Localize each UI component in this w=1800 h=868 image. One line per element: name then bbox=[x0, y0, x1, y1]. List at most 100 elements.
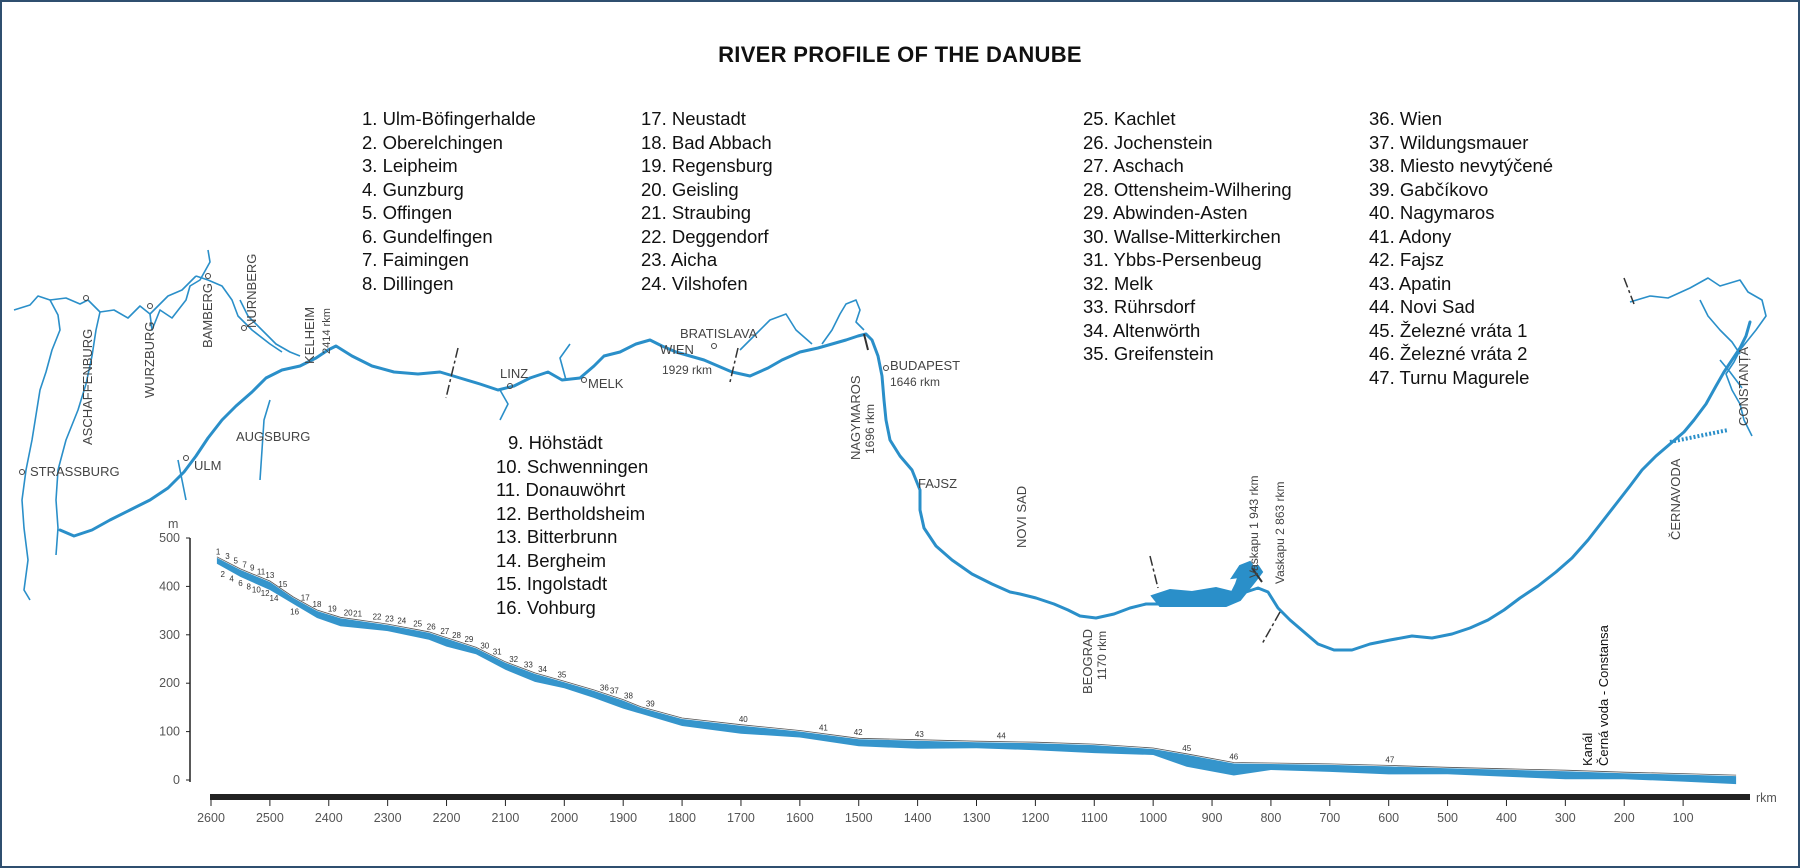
delta-channel-1 bbox=[1699, 299, 1741, 355]
dam-legend-item: 28. Ottensheim-Wilhering bbox=[1083, 178, 1292, 200]
dam-legend-item: 37. Wildungsmauer bbox=[1369, 131, 1529, 153]
dam-number-label: 16 bbox=[290, 608, 299, 617]
label-linz: LINZ bbox=[500, 366, 528, 381]
dam-number-label: 34 bbox=[538, 665, 547, 674]
dam-number-label: 25 bbox=[413, 620, 422, 629]
dam-number-label: 45 bbox=[1182, 744, 1191, 753]
dam-number-label: 9 bbox=[250, 564, 255, 573]
dam-legend-item: 10. Schwenningen bbox=[496, 455, 649, 477]
rhine-west-branch bbox=[49, 275, 197, 319]
label-nagymaros-rkm: 1696 rkm bbox=[863, 404, 877, 454]
city-marker bbox=[183, 455, 189, 461]
dam-legend-item: 11. Donauwöhrt bbox=[496, 479, 626, 500]
dam-number-label: 17 bbox=[301, 593, 310, 602]
city-marker bbox=[581, 377, 587, 383]
x-tick-label: 1800 bbox=[668, 811, 696, 825]
profile-area bbox=[216, 557, 1737, 785]
label-nagymaros: NAGYMAROS bbox=[848, 375, 863, 460]
dam-legend-item: 26. Jochenstein bbox=[1083, 131, 1213, 153]
x-tick-label: 1300 bbox=[963, 811, 991, 825]
vah-river bbox=[821, 299, 865, 345]
dam-number-label: 41 bbox=[819, 724, 828, 733]
x-tick-label: 100 bbox=[1673, 811, 1694, 825]
canal-label-1: Kanál bbox=[1580, 733, 1595, 766]
label-augsburg: AUGSBURG bbox=[236, 429, 310, 444]
label-kelheim-rkm: 2414 rkm bbox=[321, 308, 333, 354]
label-budapest-rkm: 1646 rkm bbox=[890, 375, 940, 389]
dam-number-label: 8 bbox=[246, 582, 251, 591]
x-tick-label: 1500 bbox=[845, 811, 873, 825]
map-boundary-mark bbox=[445, 347, 459, 399]
dam-legend-column-2: 17. Neustadt 18. Bad Abbach 19. Regensbu… bbox=[641, 107, 773, 295]
city-marker bbox=[19, 469, 25, 475]
dam-legend-item: 42. Fajsz bbox=[1369, 249, 1445, 270]
label-fajsz: FAJSZ bbox=[918, 476, 957, 491]
dam-number-label: 21 bbox=[353, 610, 362, 619]
map-boundary-mark bbox=[1251, 567, 1263, 583]
y-tick-label: 500 bbox=[159, 531, 180, 545]
dam-legend-item: 36. Wien bbox=[1369, 108, 1443, 129]
map-boundary-mark bbox=[1261, 611, 1281, 645]
dam-number-label: 43 bbox=[915, 730, 924, 739]
dam-number-label: 32 bbox=[509, 655, 518, 664]
y-tick-label: 200 bbox=[159, 676, 180, 690]
dam-number-label: 24 bbox=[397, 617, 406, 626]
dam-legend-item: 18. Bad Abbach bbox=[641, 131, 772, 153]
label-bratislava: BRATISLAVA bbox=[680, 326, 758, 341]
dam-legend-item: 46. Železné vráta 2 bbox=[1369, 343, 1528, 364]
dam-legend-item: 16. Vohburg bbox=[496, 596, 596, 618]
bamberg-river bbox=[195, 275, 283, 353]
dam-number-label: 42 bbox=[854, 728, 863, 737]
dam-legend-item: 35. Greifenstein bbox=[1083, 343, 1214, 364]
danube-map: STRASSBURG ASCHAFFENBURG WURZBURG BAMBER… bbox=[13, 249, 1767, 694]
dam-number-label: 27 bbox=[440, 627, 449, 636]
dam-number-label: 5 bbox=[234, 556, 239, 565]
dam-legend-item: 40. Nagymaros bbox=[1369, 202, 1495, 223]
x-tick-label: 2200 bbox=[433, 811, 461, 825]
profile-water-line bbox=[216, 556, 1737, 776]
main-upper bbox=[149, 249, 211, 331]
iron-gates-upper bbox=[1229, 560, 1256, 580]
label-melk: MELK bbox=[588, 376, 624, 391]
dam-legend-item: 33. Rührsdorf bbox=[1083, 296, 1196, 317]
label-wurzburg: WURZBURG bbox=[142, 321, 157, 398]
y-ticks: 0 100 200 300 400 500 bbox=[159, 531, 190, 787]
x-tick-label: 200 bbox=[1614, 811, 1635, 825]
canal-label-2: Černá voda - Constansa bbox=[1596, 624, 1611, 766]
dam-number-label: 37 bbox=[610, 687, 619, 696]
dam-legend-item: 7. Faimingen bbox=[362, 249, 469, 270]
dam-legend-column-1: 1. Ulm-Böfingerhalde 2. Oberelchingen 3.… bbox=[362, 107, 536, 295]
dam-number-label: 6 bbox=[238, 579, 243, 588]
x-tick-label: 2400 bbox=[315, 811, 343, 825]
dam-number-label: 19 bbox=[328, 605, 337, 614]
dam-legend-item: 1. Ulm-Böfingerhalde bbox=[362, 108, 536, 129]
dam-legend-item: 14. Bergheim bbox=[496, 549, 607, 571]
label-wien-rkm: 1929 rkm bbox=[662, 363, 712, 377]
map-boundary-mark bbox=[1149, 555, 1159, 589]
dam-number-label: 22 bbox=[373, 613, 382, 622]
label-wien: WIEN bbox=[660, 342, 694, 357]
label-vaskapu-2: Vaskapu 2 863 rkm bbox=[1273, 481, 1287, 584]
x-tick-label: 1700 bbox=[727, 811, 755, 825]
x-tick-label: 600 bbox=[1378, 811, 1399, 825]
dam-number-label: 29 bbox=[464, 635, 473, 644]
dam-number-label: 35 bbox=[557, 671, 566, 680]
dam-number-label: 33 bbox=[524, 660, 533, 669]
dam-number-label: 36 bbox=[600, 683, 609, 692]
dam-legend-item: 15. Ingolstadt bbox=[496, 573, 608, 594]
y-tick-label: 100 bbox=[159, 725, 180, 739]
x-tick-label: 500 bbox=[1437, 811, 1458, 825]
dam-number-label: 18 bbox=[313, 600, 322, 609]
x-tick-label: 1600 bbox=[786, 811, 814, 825]
dam-legend-item: 41. Adony bbox=[1369, 225, 1452, 247]
dam-number-label: 2 bbox=[221, 570, 226, 579]
x-tick-label: 2000 bbox=[550, 811, 578, 825]
dam-number-label: 3 bbox=[225, 552, 230, 561]
iller-river bbox=[177, 459, 187, 501]
dam-legend-item: 13. Bitterbrunn bbox=[496, 526, 618, 547]
dam-legend-item: 23. Aicha bbox=[641, 249, 718, 270]
x-tick-label: 2500 bbox=[256, 811, 284, 825]
label-ulm: ULM bbox=[194, 458, 221, 473]
dam-number-label: 13 bbox=[265, 571, 274, 580]
